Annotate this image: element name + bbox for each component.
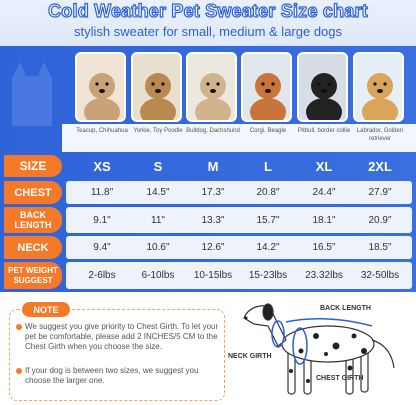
- row-label: NECK: [4, 236, 62, 259]
- size-header: M: [207, 158, 219, 174]
- size-header: XL: [315, 158, 333, 174]
- cell: 12.6": [201, 242, 225, 253]
- breed-caption: Bulldog, Dachshund: [186, 128, 240, 134]
- dog-figure: [140, 73, 176, 120]
- note-title: NOTE: [22, 302, 70, 317]
- dog-photo: [131, 52, 182, 122]
- cell: 11.8": [90, 187, 114, 198]
- cell: 16.5": [312, 242, 336, 253]
- cell: 23.32lbs: [305, 270, 343, 281]
- breed-caption: Labrador, Golden retriever: [356, 128, 404, 142]
- row-label: BACK LENGTH: [4, 207, 62, 233]
- cell: 9.4": [93, 242, 111, 253]
- row-label: CHEST: [4, 181, 62, 204]
- cell: 15-23lbs: [248, 270, 288, 281]
- cell: 10-15lbs: [193, 270, 233, 281]
- breed-caption: Yorkie, Toy Poodle: [133, 128, 183, 134]
- dog-figure: [195, 73, 231, 120]
- diagram-label: CHEST GIRTH: [316, 375, 363, 382]
- row-strip: [66, 207, 412, 233]
- cat-silhouette: [12, 62, 52, 126]
- size-header: XS: [93, 158, 111, 174]
- dog-figure: [84, 73, 120, 120]
- note-item: We suggest you give priority to Chest Gi…: [16, 322, 220, 352]
- cell: 11": [151, 214, 165, 226]
- header-band: [0, 0, 416, 48]
- size-header: 2XL: [368, 158, 392, 174]
- cell: 6-10lbs: [141, 270, 175, 281]
- row-label: PET WEIGHT SUGGEST: [4, 262, 62, 289]
- cell: 13.3": [201, 214, 225, 226]
- cell: 20.9": [368, 214, 392, 226]
- title: Cold Weather Pet Sweater Size chart: [48, 0, 369, 21]
- breed-caption: Corgi, Beagle: [249, 128, 287, 134]
- cell: 17.3": [201, 187, 225, 198]
- cell: 2-6lbs: [88, 270, 116, 281]
- cell: 24.4": [312, 187, 336, 198]
- cell: 9.1": [93, 214, 111, 226]
- dog-photo: [75, 52, 126, 122]
- dog-photo: [297, 52, 348, 122]
- cell: 14.5": [146, 187, 170, 198]
- cell: 15.7": [256, 214, 280, 226]
- size-label: SIZE: [4, 155, 62, 177]
- dog-figure: [250, 73, 286, 120]
- row-strip: [66, 262, 412, 289]
- breed-caption: Teacup, Chihuahua: [76, 128, 128, 134]
- dog-diagram: BACK LENGTH NECK GIRTH CHEST GIRTH: [228, 303, 395, 395]
- row-strip: [66, 236, 412, 259]
- dog-photo: [353, 52, 404, 122]
- row-strip: [66, 181, 412, 204]
- dog-photo: [186, 52, 237, 122]
- dog-figure: [362, 73, 398, 120]
- dog-figure: [306, 73, 342, 120]
- subtitle: stylish sweater for small, medium & larg…: [73, 24, 343, 39]
- cell: 18.1": [312, 214, 336, 226]
- caption-strip: [62, 124, 416, 152]
- diagram-label: BACK LENGTH: [320, 305, 371, 312]
- diagram-label: NECK GIRTH: [228, 353, 272, 360]
- cell: 27.9": [368, 187, 392, 198]
- note-item: If your dog is between two sizes, we sug…: [16, 366, 220, 386]
- size-header: L: [264, 158, 272, 174]
- cell: 10.6": [146, 242, 170, 253]
- note-box: [9, 309, 225, 401]
- size-header: S: [153, 158, 163, 174]
- dog-photo: [241, 52, 292, 122]
- cell: 18.5": [368, 242, 392, 253]
- cell: 20.8": [256, 187, 280, 198]
- breed-caption: Pitbull, border collie: [297, 128, 351, 134]
- cell: 32-50lbs: [360, 270, 400, 281]
- cell: 14.2": [256, 242, 280, 253]
